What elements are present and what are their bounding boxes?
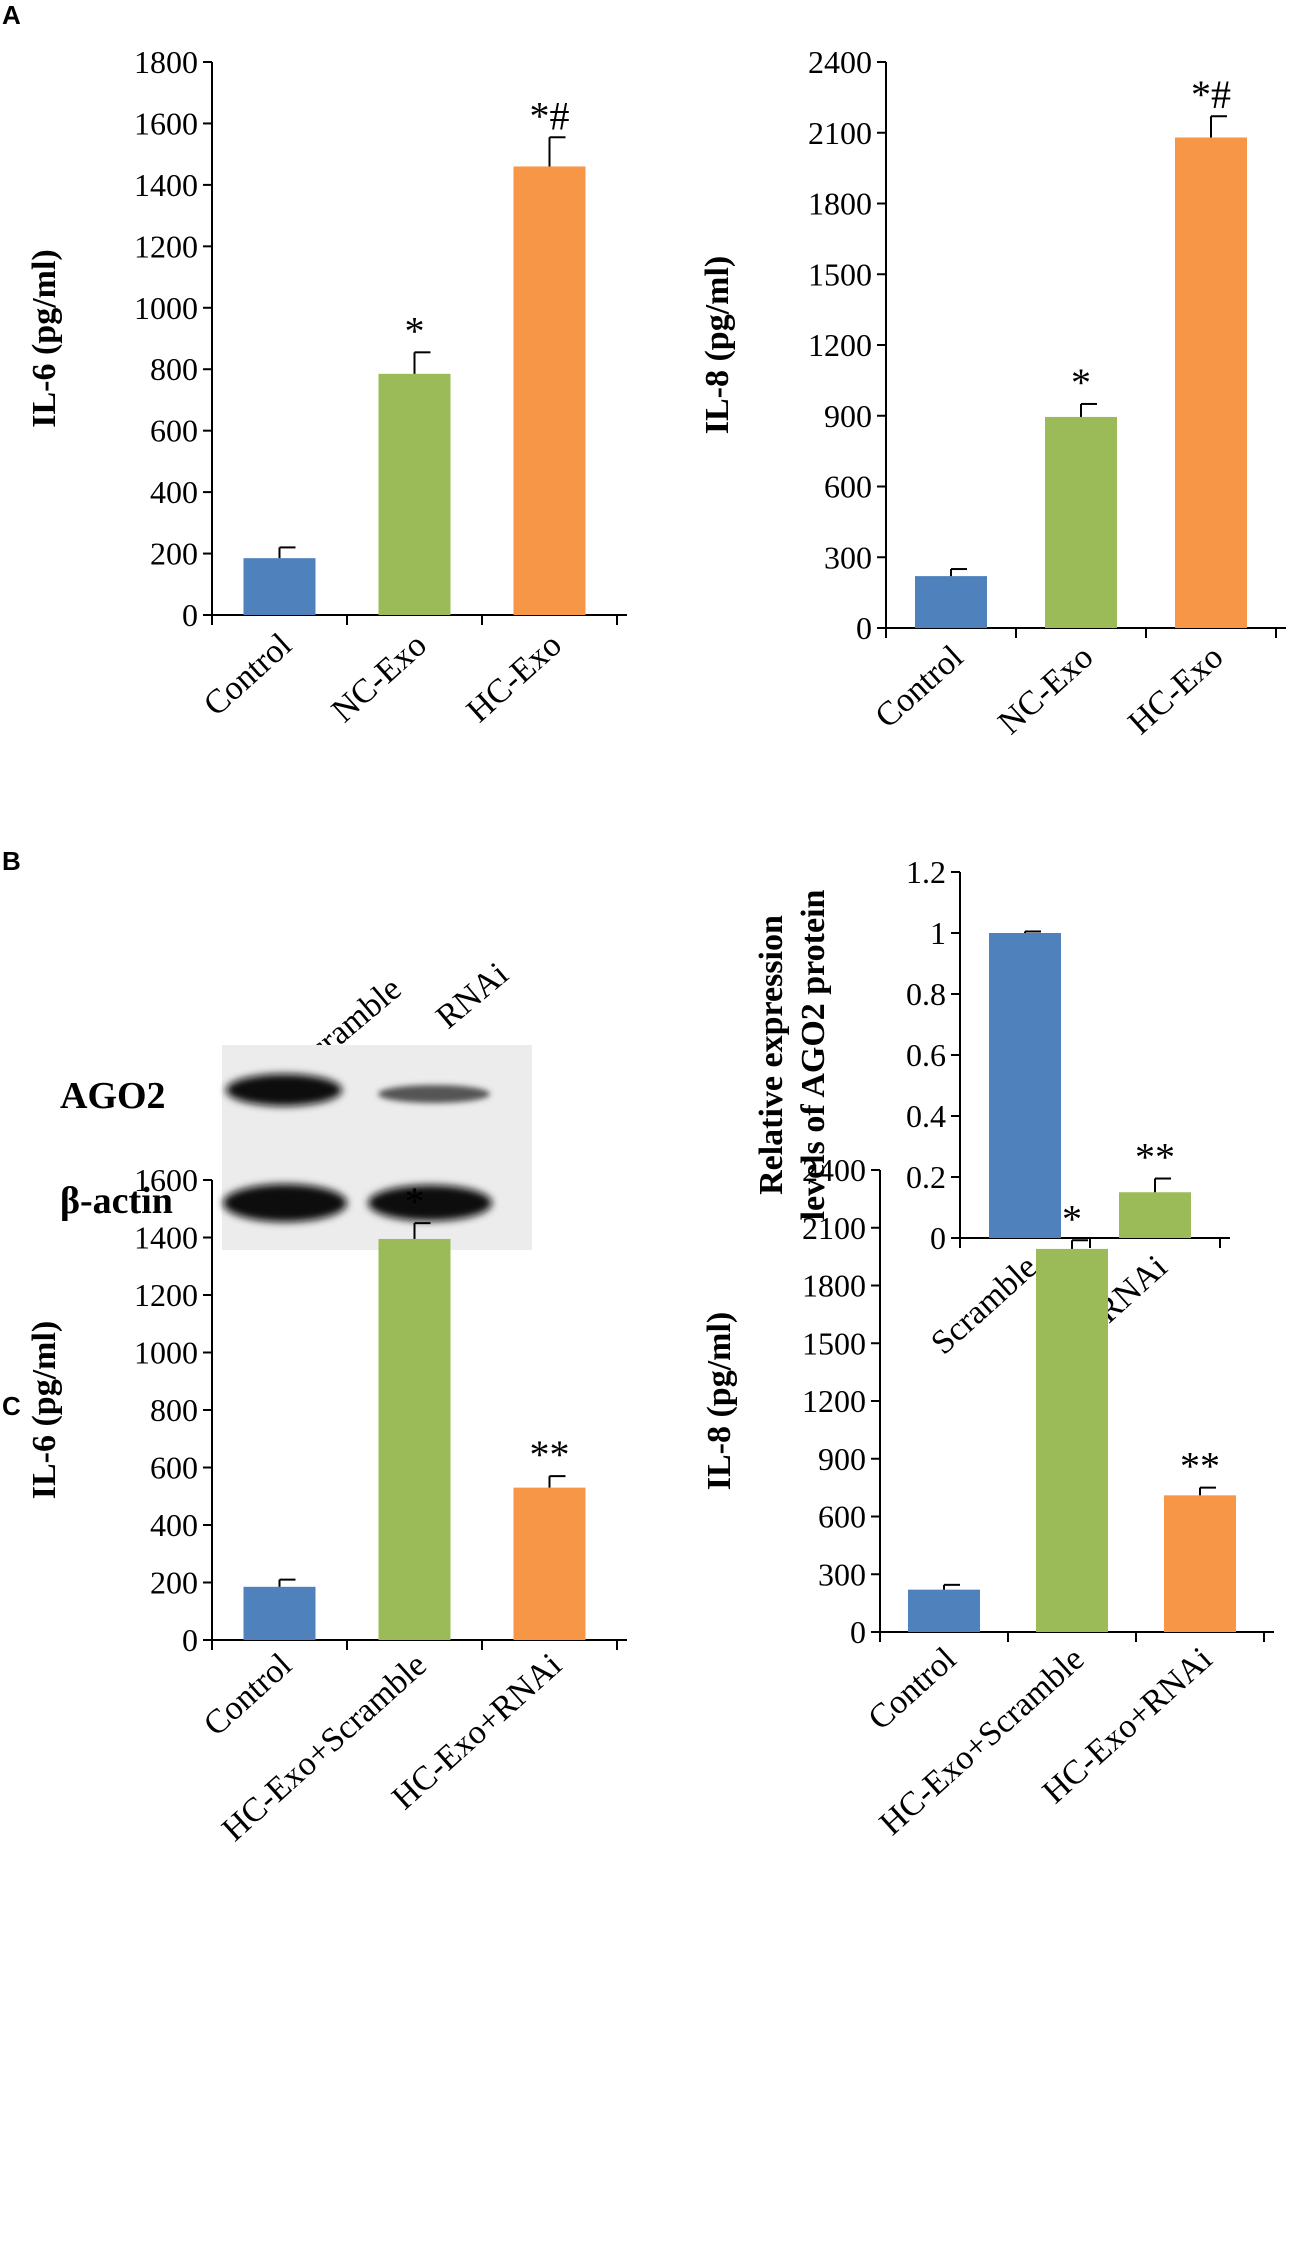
y-tick-label: 600 — [818, 1499, 866, 1535]
y-tick-label: 200 — [150, 1565, 198, 1601]
y-axis-label: Relative expression — [753, 915, 790, 1195]
significance-mark: ** — [530, 1432, 570, 1477]
y-axis-label: IL-6 (pg/ml) — [26, 1321, 63, 1500]
y-tick-label: 400 — [150, 1507, 198, 1543]
blot-band-actin-rnai — [368, 1185, 492, 1221]
y-tick-label: 400 — [150, 474, 198, 510]
bar — [513, 1487, 586, 1640]
bar — [1164, 1495, 1236, 1632]
bar-chart-2: 0 300 600 900 1200 1500 1800 2100 2400 Control * NC… — [699, 44, 1286, 742]
x-tick-label: Scramble — [924, 1248, 1044, 1361]
y-tick-label: 1400 — [134, 167, 198, 203]
x-tick-label: Control — [197, 626, 299, 723]
x-tick-label: NC-Exo — [325, 626, 434, 729]
western-blot: Scramble RNAi AGO2 β-actin — [60, 956, 532, 1250]
bar — [378, 1238, 451, 1640]
y-tick-label: 0 — [850, 1614, 866, 1650]
significance-mark: * — [405, 308, 425, 353]
y-tick-label: 0 — [182, 597, 198, 633]
y-tick-label: 800 — [150, 1392, 198, 1428]
significance-mark: *# — [530, 93, 570, 138]
y-tick-label: 2400 — [802, 1152, 866, 1188]
bar — [513, 166, 586, 615]
significance-mark: ** — [1135, 1135, 1175, 1180]
y-tick-label: 2100 — [808, 115, 872, 151]
y-tick-label: 1800 — [802, 1268, 866, 1304]
charts: 020040060080010001200140016001800Control… — [26, 44, 1286, 1849]
significance-mark: * — [1062, 1196, 1082, 1241]
bar — [908, 1589, 980, 1632]
y-tick-label: 1200 — [808, 327, 872, 363]
y-tick-label: 0 — [930, 1220, 946, 1256]
y-tick-label: 600 — [150, 1450, 198, 1486]
significance-mark: ** — [1180, 1444, 1220, 1489]
y-tick-label: 300 — [824, 539, 872, 575]
bar — [243, 558, 316, 615]
y-tick-label: 600 — [150, 413, 198, 449]
bar-chart-5: 030060090012001500180021002400Control*HC… — [701, 1152, 1274, 1843]
y-tick-label: 2100 — [802, 1210, 866, 1246]
bar — [378, 373, 451, 615]
significance-mark: * — [1071, 360, 1091, 405]
x-tick-label: NC-Exo — [991, 638, 1100, 741]
y-tick-label: 1600 — [134, 105, 198, 141]
significance-mark: *# — [1191, 72, 1231, 117]
x-tick-label: HC-Exo — [460, 626, 569, 729]
blot-row-label-beta-actin: β-actin — [60, 1180, 173, 1222]
panel-letter-b: B — [2, 846, 21, 876]
y-tick-label: 0.2 — [906, 1159, 946, 1195]
y-tick-label: 900 — [824, 398, 872, 434]
y-tick-label: 2400 — [808, 44, 872, 80]
y-axis-label: IL-8 (pg/ml) — [699, 256, 736, 435]
y-axis-label: levels of AGO2 protein — [795, 889, 832, 1220]
significance-mark: * — [405, 1179, 425, 1224]
blot-row-label-ago2: AGO2 — [60, 1075, 166, 1117]
y-tick-label: 1500 — [802, 1325, 866, 1361]
y-axis-label: IL-6 (pg/ml) — [26, 249, 63, 428]
y-tick-label: 800 — [150, 351, 198, 387]
bar — [1045, 416, 1117, 628]
y-tick-label: 0.8 — [906, 976, 946, 1012]
y-tick-label: 1000 — [134, 290, 198, 326]
y-tick-label: 300 — [818, 1556, 866, 1592]
y-tick-label: 0.4 — [906, 1098, 946, 1134]
y-tick-label: 600 — [824, 469, 872, 505]
bar — [989, 933, 1061, 1238]
y-tick-label: 1200 — [802, 1383, 866, 1419]
y-tick-label: 1800 — [808, 186, 872, 222]
y-tick-label: 0 — [182, 1622, 198, 1658]
bar — [915, 576, 987, 628]
y-tick-label: 1.2 — [906, 854, 946, 890]
bar-chart-4: 02004006008001000120014001600Control*HC-… — [26, 1162, 627, 1849]
y-tick-label: 1500 — [808, 256, 872, 292]
blot-band-ago2-scramble — [226, 1074, 342, 1106]
y-tick-label: 1200 — [134, 228, 198, 264]
x-tick-label: Control — [197, 1646, 299, 1743]
panel-letter-a: A — [2, 0, 21, 30]
x-tick-label: HC-Exo — [1121, 638, 1230, 741]
blot-lane-label-rnai: RNAi — [429, 956, 515, 1037]
y-tick-label: 1000 — [134, 1335, 198, 1371]
blot-band-ago2-rnai — [378, 1085, 490, 1103]
bar — [1036, 1248, 1108, 1632]
y-axis-label: IL-8 (pg/ml) — [701, 1312, 738, 1491]
y-tick-label: 1400 — [134, 1220, 198, 1256]
bar — [243, 1586, 316, 1640]
y-tick-label: 0.6 — [906, 1037, 946, 1073]
y-tick-label: 0 — [856, 610, 872, 646]
y-tick-label: 1600 — [134, 1162, 198, 1198]
x-tick-label: Control — [861, 1640, 963, 1737]
y-tick-label: 1800 — [134, 44, 198, 80]
x-tick-label: Control — [868, 638, 970, 735]
y-tick-label: 900 — [818, 1441, 866, 1477]
panel-letter-c: C — [2, 1391, 21, 1421]
y-tick-label: 200 — [150, 536, 198, 572]
blot-band-actin-scramble — [223, 1184, 347, 1222]
y-tick-label: 1200 — [134, 1277, 198, 1313]
bar — [1175, 137, 1247, 628]
bar — [1119, 1192, 1191, 1238]
bar-chart-1: 0 200 400 600 800 1000 1200 1400 1600 1800 Control… — [26, 44, 627, 730]
y-tick-label: 1 — [930, 915, 946, 951]
